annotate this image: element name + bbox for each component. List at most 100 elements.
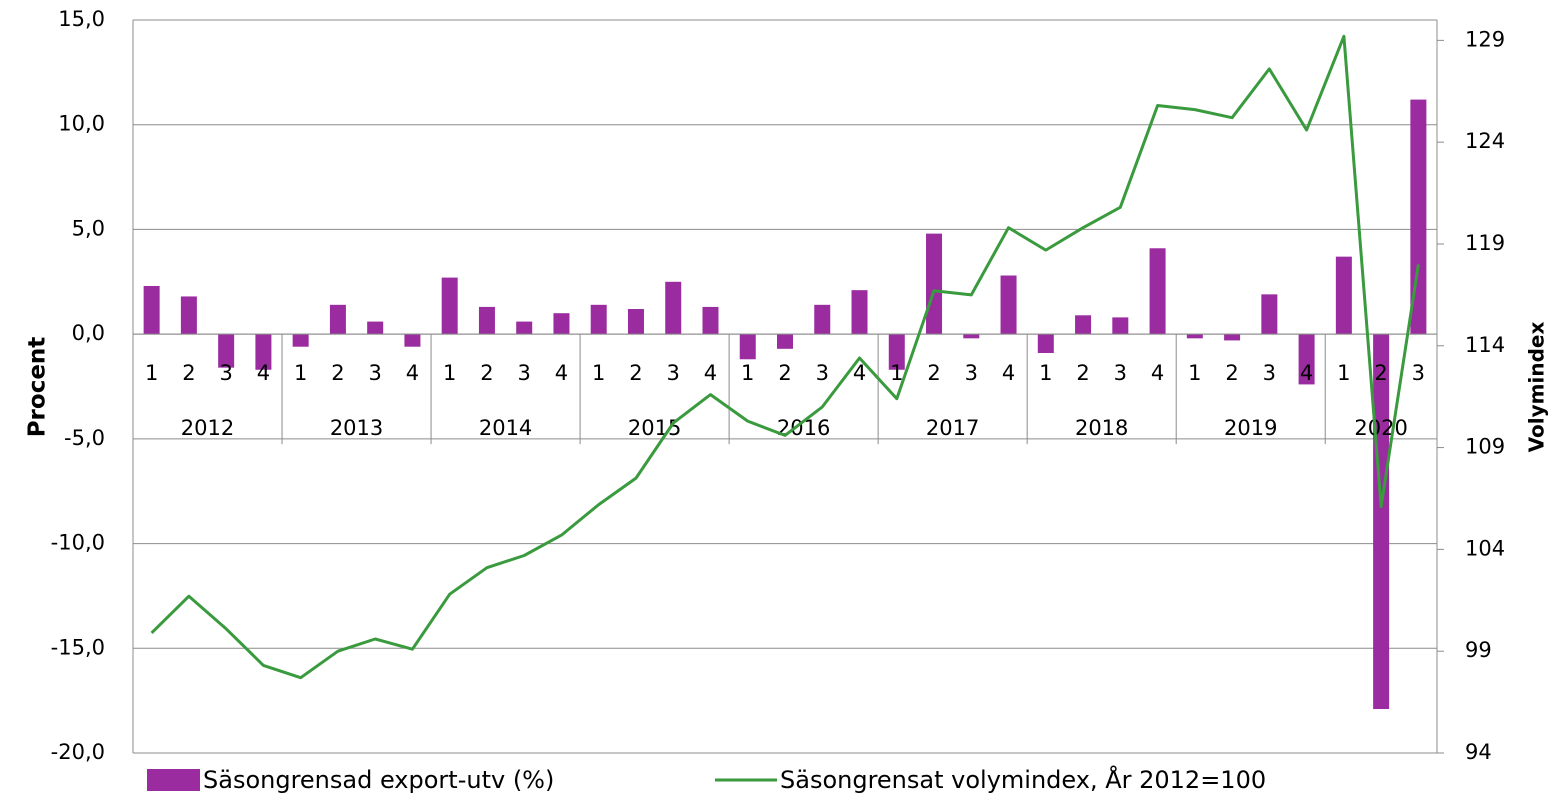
x-tick-label: 4 xyxy=(406,361,419,385)
bar xyxy=(851,290,868,335)
x-tick-label: 3 xyxy=(219,361,232,385)
y2-tick-label: 119 xyxy=(1465,231,1505,255)
bar xyxy=(1112,317,1129,335)
y2-tick-label: 124 xyxy=(1465,129,1505,153)
x-group-label: 2015 xyxy=(628,416,681,440)
x-tick-label: 1 xyxy=(592,361,605,385)
bar xyxy=(478,306,495,335)
x-group-label: 2013 xyxy=(330,416,383,440)
x-tick-label: 4 xyxy=(704,361,717,385)
bar xyxy=(1261,294,1278,335)
bar xyxy=(1373,334,1390,710)
bar xyxy=(627,309,644,335)
y2-tick-label: 109 xyxy=(1465,435,1505,459)
x-tick-label: 1 xyxy=(1337,361,1350,385)
x-tick-label: 2 xyxy=(1225,361,1238,385)
x-group-label: 2020 xyxy=(1354,416,1407,440)
y-axis-title: Procent xyxy=(25,337,51,438)
bar xyxy=(329,304,346,335)
y-tick-label: 5,0 xyxy=(72,216,105,240)
x-group-label: 2018 xyxy=(1075,416,1128,440)
bar xyxy=(1410,99,1427,335)
x-tick-label: 1 xyxy=(890,361,903,385)
bar xyxy=(963,334,980,339)
x-tick-label: 1 xyxy=(294,361,307,385)
y-tick-label: 10,0 xyxy=(58,112,105,136)
x-tick-label: 2 xyxy=(927,361,940,385)
bar xyxy=(665,281,682,335)
y2-axis-title: Volymindex xyxy=(1525,322,1549,453)
bar xyxy=(367,321,384,335)
x-tick-label: 3 xyxy=(368,361,381,385)
line xyxy=(150,34,1420,680)
bar xyxy=(1224,334,1241,341)
x-tick-label: 4 xyxy=(853,361,866,385)
bar xyxy=(739,334,756,360)
bar xyxy=(777,334,793,349)
x-group-label: 2012 xyxy=(181,416,234,440)
x-tick-label: 2 xyxy=(182,361,195,385)
bar xyxy=(292,334,309,347)
bar xyxy=(1298,334,1315,385)
bar xyxy=(1037,334,1054,353)
x-group-label: 2019 xyxy=(1224,416,1277,440)
bar xyxy=(1186,334,1203,339)
bar xyxy=(255,334,272,370)
bar xyxy=(180,296,197,335)
y-tick-label: -15,0 xyxy=(51,635,105,659)
x-tick-label: 3 xyxy=(667,361,680,385)
y2-tick-label: 99 xyxy=(1465,638,1492,662)
x-tick-label: 1 xyxy=(1039,361,1052,385)
x-tick-label: 3 xyxy=(518,361,531,385)
bar xyxy=(441,277,458,335)
x-tick-label: 2 xyxy=(1076,361,1089,385)
x-tick-label: 2 xyxy=(629,361,642,385)
bar xyxy=(218,334,235,368)
bar xyxy=(1149,248,1166,335)
bar xyxy=(553,313,570,335)
y2-tick-label: 114 xyxy=(1465,333,1505,357)
x-tick-label: 1 xyxy=(443,361,456,385)
x-tick-label: 4 xyxy=(1151,361,1164,385)
legend-label: Säsongrensat volymindex, År 2012=100 xyxy=(780,765,1266,794)
x-tick-label: 3 xyxy=(816,361,829,385)
bar xyxy=(814,304,831,335)
bar xyxy=(590,304,607,335)
x-tick-label: 1 xyxy=(1188,361,1201,385)
y-tick-label: -5,0 xyxy=(64,426,105,450)
x-tick-label: 3 xyxy=(965,361,978,385)
y2-tick-label: 94 xyxy=(1465,740,1492,764)
x-tick-label: 2 xyxy=(778,361,791,385)
legend-swatch xyxy=(147,769,200,791)
bar xyxy=(143,285,160,335)
x-tick-label: 3 xyxy=(1263,361,1276,385)
y-tick-label: 15,0 xyxy=(58,7,105,31)
bar xyxy=(1000,275,1017,335)
x-tick-label: 2 xyxy=(1374,361,1387,385)
bar xyxy=(1335,256,1352,335)
y-tick-label: -20,0 xyxy=(51,740,105,764)
x-tick-label: 3 xyxy=(1412,361,1425,385)
x-tick-label: 4 xyxy=(555,361,568,385)
y2-tick-label: 104 xyxy=(1465,536,1505,560)
y-tick-label: -10,0 xyxy=(51,531,105,555)
x-tick-label: 4 xyxy=(1300,361,1313,385)
bar xyxy=(516,321,533,335)
x-tick-label: 2 xyxy=(331,361,344,385)
x-tick-label: 2 xyxy=(480,361,493,385)
x-tick-label: 4 xyxy=(257,361,270,385)
x-tick-label: 1 xyxy=(741,361,754,385)
y-tick-label: 0,0 xyxy=(72,321,105,345)
x-group-label: 2014 xyxy=(479,416,532,440)
bar xyxy=(926,233,943,335)
bar xyxy=(702,306,719,335)
bar xyxy=(888,334,905,370)
x-tick-label: 1 xyxy=(145,361,158,385)
x-tick-label: 3 xyxy=(1114,361,1127,385)
x-group-label: 2017 xyxy=(926,416,979,440)
bar xyxy=(404,334,421,347)
x-tick-label: 4 xyxy=(1002,361,1015,385)
legend-label: Säsongrensad export-utv (%) xyxy=(203,766,554,794)
